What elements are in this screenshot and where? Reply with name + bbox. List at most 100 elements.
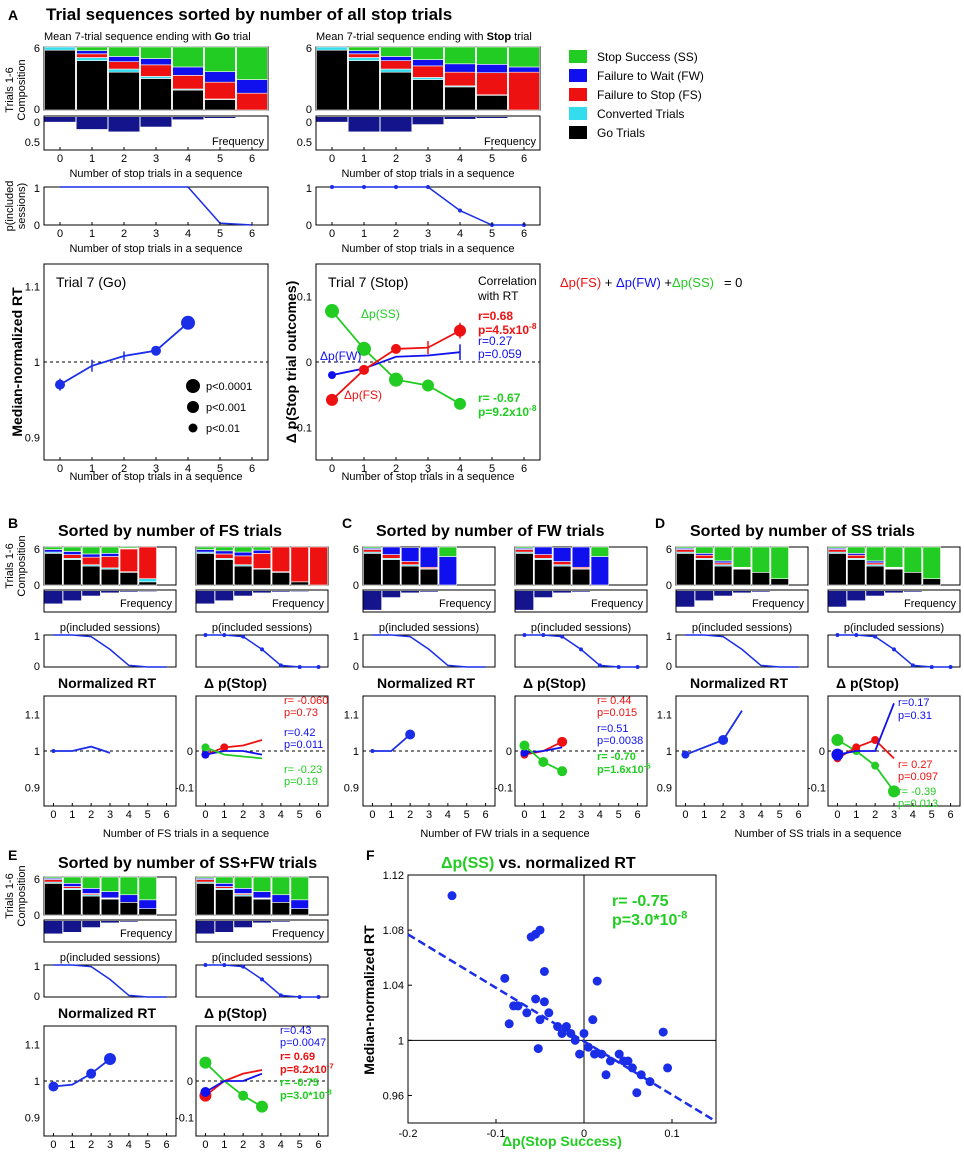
legend-swatch-4 [569,126,587,139]
B-rt-ytick-2: 0.9 [25,783,40,795]
B-pincl-stop-point-6 [316,665,321,669]
D-dp-series-0 [836,739,895,792]
B-comp-stop-bar-1-fw [215,550,234,555]
D-freq-stop-bar-0 [828,591,847,607]
comp-ylabel-2: Composition [16,59,28,120]
sum-equation: Δp(FS) + Δp(FW) +Δp(SS) = 0 [560,275,742,290]
F-fit-line [407,933,717,1123]
subtitle-a-go: Mean 7-trial sequence ending with Go tri… [44,31,251,43]
D-stat-5: p=0.013 [898,798,938,810]
F-point-21 [588,1015,598,1025]
B-freq-go-bar-1 [63,591,82,601]
A_stop_comp-bar-6-ss [508,46,540,68]
A_dp-series-0-point-3 [422,379,434,392]
D-comp-go-bar-1-ss [695,546,714,554]
A_stop_comp-bar-4-fs [444,71,476,87]
B-comp-stop-bar-5-fs [290,546,309,583]
D-rt-line [685,710,743,756]
B-comp-go-bar-0-go [44,553,63,586]
E-dp-ytick-1: 0 [187,1076,193,1088]
F-point-23 [597,1049,607,1059]
B-pincl-label-go: p(included sessions) [60,622,160,634]
A_stop_comp-bar-1-ss [348,46,380,51]
C-freq-stop-bar-2 [553,591,572,593]
E-comp-stop-bar-1-go [215,889,234,916]
D-dp-series-0-point-2 [871,761,880,770]
B-dp-ytick-1: 0 [187,746,193,758]
D-comp-stop-bar-1-fs [847,554,866,559]
F-point-17 [570,1035,580,1045]
A_rt-size-legend-dot-1 [187,401,199,413]
D-rt-x-ticklabel-4: 4 [758,809,764,821]
E-comp-go-bar-4-fw [119,894,138,903]
A_stop_comp-bar-1-go [348,60,380,111]
E-comp-stop-bar-2-go [234,895,253,916]
A_go_pincl-x-ticklabel-2: 2 [121,228,127,240]
E-comp-go-bar-3-go [100,898,120,916]
E-stat-0: r=0.43 [280,1025,312,1037]
D-pincl-ytick-0: 1 [666,631,672,643]
D-stat-0: r=0.17 [898,697,930,709]
E-dp-series-2-point-0 [200,1087,211,1097]
F-point-3 [535,925,545,935]
A_go_comp-bar-4-fw [172,66,204,76]
F-point-8 [522,1008,532,1018]
D-freq-go-bar-4 [751,591,770,592]
B-dp-x-ticklabel-2: 2 [240,809,246,821]
A_stop_comp-x-ticklabel-5: 5 [489,153,495,165]
B-rt-x-ticklabel-0: 0 [50,809,56,821]
D-rt-ytick-2: 0.9 [657,783,672,795]
panel-letter-b: B [8,515,18,531]
E-freq-go-frame [43,919,177,943]
A_dp-label-ss: Δp(SS) [361,307,400,321]
F-point-14 [553,1022,563,1032]
B-dp-series-1 [205,750,263,756]
E-rt-x-ticklabel-5: 5 [145,1139,151,1151]
C-comp-go-bar-0-fs [363,549,382,553]
E-dp-x-ticklabel-2: 2 [240,1139,246,1151]
F-point-12 [504,1019,514,1029]
C-comp-stop-bar-0-go [515,553,534,586]
E-comp-ylabel-2: Composition [16,865,28,926]
A_go_pincl-x-ticklabel-6: 6 [249,228,255,240]
A_go_comp-bar-3-conv [140,76,172,79]
A_go_comp-x-ticklabel-5: 5 [217,153,223,165]
B-comp-go-bar-0-fw [44,549,63,553]
A_go_comp-freq-ytick-0: 0 [34,117,40,129]
A_dp-x-ticklabel-4: 4 [457,463,463,475]
B-comp-stop-bar-3-fs [252,553,272,569]
D-dp-series-1-point-2 [871,736,880,744]
A_rt-x-ticklabel-2: 2 [121,463,127,475]
E-rt-title: Normalized RT [58,1005,156,1021]
A_dp-stat-fw-r: r=0.27 [478,334,513,348]
A_go_comp-bar-1-go [76,60,108,111]
E-comp-stop-bar-3-ss [252,876,272,892]
B-rt-line [53,745,111,754]
C-rt-ytick-1: 1 [353,746,359,758]
E-pincl-stop-point-5 [297,995,302,999]
D-rt-x-ticklabel-5: 5 [777,809,783,821]
A_stop_comp-freq-bar-4 [444,117,476,119]
A_dp-stat-fw-p: p=0.059 [478,347,522,361]
D-dp-series-0-point-0 [831,734,844,746]
A_go_comp-x-ticklabel-0: 0 [57,153,63,165]
A_go_comp-bar-3-go [140,78,172,111]
A_go_comp-bar-1-fw [76,50,108,55]
legend-swatch-2 [569,88,587,101]
A_go_comp-xlabel: Number of stop trials in a sequence [69,168,242,180]
D-comp-go-bar-0-go [676,553,695,586]
D-rt-point-1 [718,735,729,745]
C-comp-stop-bar-4-fw [590,556,609,586]
C-comp-stop-bar-1-go [534,559,553,586]
A_stop_comp-bar-0-conv [316,46,348,51]
A_stop_comp-freq-ytick-0: 0 [306,117,312,129]
C-rt-x-ticklabel-5: 5 [464,809,470,821]
D-comp-go-bar-5-go [770,578,789,586]
D-rt-ytick-0: 1.1 [657,709,672,721]
E-rt-x-ticklabel-1: 1 [69,1139,75,1151]
C-freq-stop-frame [514,589,648,613]
C-comp-go-bar-2-fs [401,561,420,566]
A_dp-title: Trial 7 (Stop) [328,274,408,290]
D-comp-stop-bar-0-ss [828,546,847,549]
B-stat-4: r= -0.23 [284,764,322,776]
